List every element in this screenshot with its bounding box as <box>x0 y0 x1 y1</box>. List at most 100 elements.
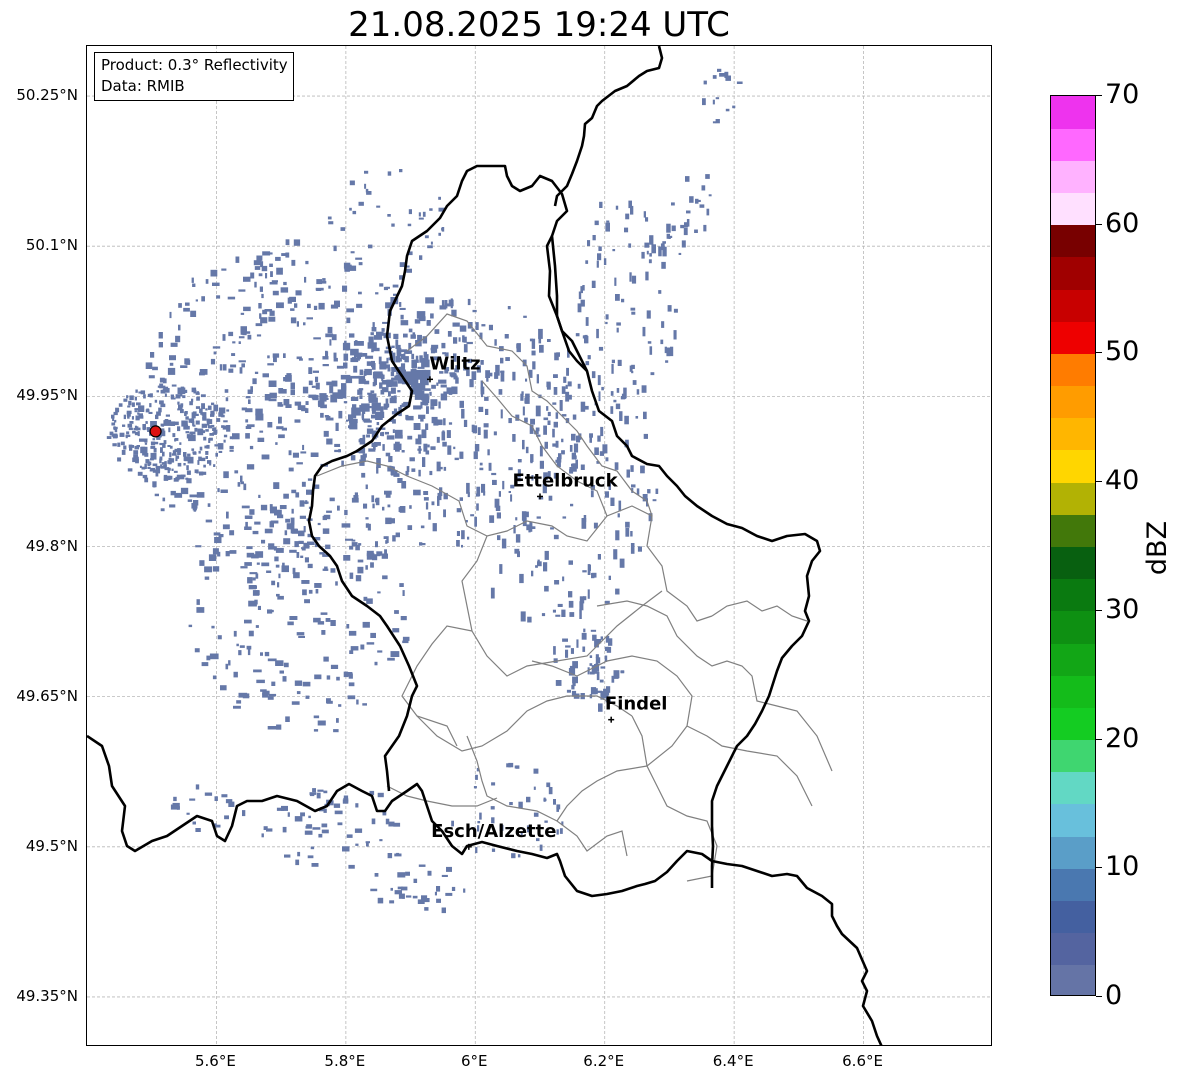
echo-cell <box>294 541 299 548</box>
echo-cell <box>139 438 145 442</box>
echo-cell <box>441 227 445 232</box>
echo-cell <box>382 811 387 816</box>
echo-cell <box>385 398 389 408</box>
echo-cell <box>379 839 383 842</box>
echo-cell <box>208 425 212 429</box>
longitude-tick-label: 6.6°E <box>842 1052 883 1070</box>
colorbar-tick-label: 60 <box>1105 207 1140 239</box>
echo-cell <box>278 573 281 579</box>
echo-cell <box>244 562 252 566</box>
echo-cell <box>422 457 426 467</box>
echo-cell <box>556 457 561 468</box>
echo-cell <box>251 554 259 559</box>
echo-cell <box>240 481 244 485</box>
echo-cell <box>186 812 190 815</box>
echo-cell <box>595 654 599 659</box>
echo-cell <box>401 450 405 453</box>
echo-cell <box>365 355 374 359</box>
echo-cell <box>248 600 257 607</box>
echo-cell <box>267 363 274 366</box>
echo-cell <box>238 360 246 363</box>
echo-cell <box>302 681 311 687</box>
echo-cell <box>732 105 736 109</box>
radar-site-marker <box>149 425 162 438</box>
echo-cell <box>302 386 309 394</box>
echo-cell <box>684 222 689 228</box>
echo-cell <box>343 353 349 361</box>
echo-cell <box>304 276 307 283</box>
echo-cell <box>400 314 404 320</box>
echo-cell <box>402 590 405 596</box>
echo-cell <box>296 552 300 558</box>
echo-cell <box>556 352 560 357</box>
echo-cell <box>581 632 587 640</box>
echo-cell <box>318 302 325 310</box>
echo-cell <box>222 425 228 430</box>
echo-cell <box>236 700 242 704</box>
echo-cell <box>393 822 401 827</box>
echo-cell <box>450 298 453 309</box>
echo-cell <box>673 308 678 313</box>
echo-cell <box>397 478 403 483</box>
echo-cell <box>606 646 612 653</box>
echo-cell <box>261 454 270 460</box>
echo-cell <box>324 566 328 571</box>
echo-cell <box>477 821 481 824</box>
echo-cell <box>528 369 533 378</box>
echo-cell <box>524 417 528 423</box>
echo-cell <box>294 401 302 406</box>
echo-cell <box>295 859 300 866</box>
echo-cell <box>134 431 140 436</box>
echo-cell <box>469 379 474 388</box>
echo-cell <box>533 786 536 790</box>
radar-echoes <box>106 68 743 914</box>
echo-cell <box>430 241 433 245</box>
echo-cell <box>394 890 402 895</box>
echo-cell <box>138 405 145 412</box>
echo-cell <box>528 528 531 533</box>
echo-cell <box>513 525 516 534</box>
echo-cell <box>117 457 122 462</box>
echo-cell <box>517 469 521 477</box>
echo-cell <box>570 503 574 507</box>
echo-cell <box>283 353 286 358</box>
echo-cell <box>119 432 125 437</box>
echo-cell <box>286 373 292 378</box>
echo-cell <box>642 326 646 337</box>
echo-cell <box>550 527 554 530</box>
echo-cell <box>142 452 145 456</box>
echo-cell <box>187 456 194 464</box>
echo-cell <box>359 459 365 466</box>
echo-cell <box>520 393 524 401</box>
echo-cell <box>334 449 341 453</box>
echo-cell <box>325 350 328 358</box>
echo-cell <box>566 367 569 376</box>
echo-cell <box>358 439 364 443</box>
echo-cell <box>432 523 437 532</box>
echo-cell <box>320 612 328 615</box>
echo-cell <box>412 895 418 899</box>
echo-cell <box>145 459 150 464</box>
echo-cell <box>429 208 433 211</box>
echo-cell <box>553 374 558 378</box>
echo-cell <box>512 371 516 381</box>
radar-map[interactable]: Wiltz Ettelbruck Findel Esch/Alzette <box>86 45 992 1046</box>
echo-cell <box>160 423 164 427</box>
echo-cell <box>170 490 176 496</box>
echo-cell <box>336 676 340 681</box>
echo-cell <box>375 497 380 506</box>
echo-cell <box>183 424 189 430</box>
echo-cell <box>476 365 481 373</box>
echo-cell <box>387 367 391 372</box>
echo-cell <box>583 515 587 522</box>
echo-cell <box>660 339 664 345</box>
colorbar-segment <box>1051 932 1095 966</box>
echo-cell <box>610 406 614 414</box>
echo-cell <box>393 395 397 399</box>
echo-cell <box>614 462 619 470</box>
echo-cell <box>135 389 138 393</box>
echo-cell <box>146 408 150 412</box>
echo-cell <box>357 559 364 563</box>
colorbar-segment <box>1051 739 1095 773</box>
echo-cell <box>442 441 447 447</box>
